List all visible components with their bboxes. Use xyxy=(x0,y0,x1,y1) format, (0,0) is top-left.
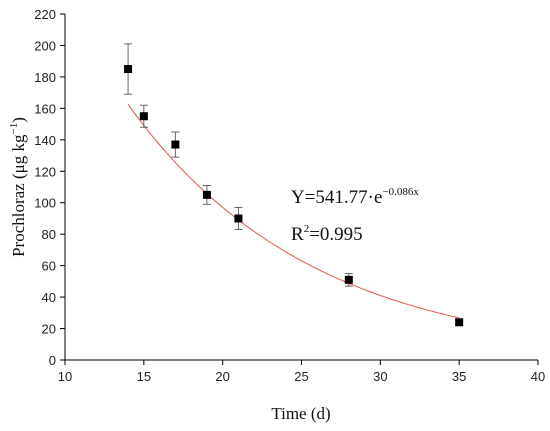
y-axis-label-sup: −1 xyxy=(8,123,20,135)
x-tick-label: 30 xyxy=(373,369,387,384)
y-tick-label: 100 xyxy=(34,196,56,211)
y-tick-label: 60 xyxy=(42,259,56,274)
y-tick-label: 200 xyxy=(34,38,56,53)
data-point-marker xyxy=(455,318,464,327)
y-tick-label: 140 xyxy=(34,133,56,148)
x-tick-label: 35 xyxy=(452,369,466,384)
y-tick-label: 160 xyxy=(34,101,56,116)
fit-equation-exponent: −0.086x xyxy=(382,186,419,198)
fit-equation-prefix: Y=541.77·e xyxy=(291,187,382,208)
data-points xyxy=(124,43,464,327)
x-tick-label: 25 xyxy=(294,369,308,384)
r2-value: =0.995 xyxy=(309,224,362,245)
data-point-marker xyxy=(344,275,353,284)
data-point-marker xyxy=(202,190,211,199)
data-point-marker xyxy=(139,112,148,121)
fit-equation: Y=541.77·e−0.086x xyxy=(291,186,419,208)
y-tick-label: 20 xyxy=(42,322,56,337)
x-tick-label: 40 xyxy=(531,369,545,384)
data-point-marker xyxy=(124,65,133,74)
y-tick-label: 0 xyxy=(49,353,56,368)
exponential-fit-curve xyxy=(127,104,460,319)
y-axis-label-main: Prochloraz (μg kg xyxy=(9,134,28,257)
y-axis-label: Prochloraz (μg kg−1) xyxy=(8,117,28,257)
x-tick-label: 20 xyxy=(215,369,229,384)
y-tick-label: 40 xyxy=(42,290,56,305)
x-axis-label: Time (d) xyxy=(271,404,330,423)
y-tick-label: 220 xyxy=(34,7,56,22)
x-ticks: 10 15 20 25 30 35 40 xyxy=(58,360,545,384)
r2-superscript: 2 xyxy=(304,223,310,235)
y-ticks: 0 20 40 60 80 100 120 140 160 180 200 220 xyxy=(34,7,65,368)
r2-prefix: R xyxy=(291,224,304,245)
data-point-marker xyxy=(234,214,243,223)
r-squared-label: R2=0.995 xyxy=(291,223,363,245)
y-axis-label-close: ) xyxy=(9,117,28,123)
y-tick-label: 120 xyxy=(34,164,56,179)
x-tick-label: 10 xyxy=(58,369,72,384)
y-tick-label: 80 xyxy=(42,227,56,242)
x-tick-label: 15 xyxy=(137,369,151,384)
data-point-marker xyxy=(171,140,180,149)
y-tick-label: 180 xyxy=(34,70,56,85)
